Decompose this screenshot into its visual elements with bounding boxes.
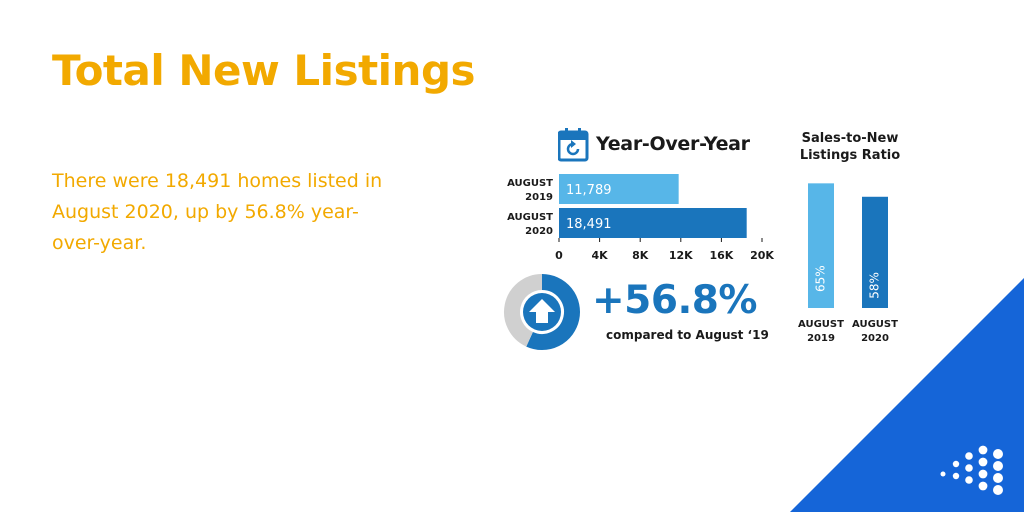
yoy-bar	[559, 208, 747, 238]
change-donut	[504, 274, 580, 350]
logo-dot	[978, 445, 988, 455]
ratio-title-line1: Sales-to-New	[801, 131, 899, 146]
logo-dot	[993, 461, 1003, 471]
page-title: Total New Listings	[52, 46, 476, 95]
yoy-tick-label: 0	[555, 249, 563, 262]
logo-dot	[952, 472, 960, 480]
logo-dot	[965, 464, 973, 472]
ratio-title-line2: Listings Ratio	[799, 148, 901, 163]
yoy-tick-label: 20K	[750, 249, 774, 262]
logo-dot	[940, 471, 946, 477]
logo-dot	[978, 457, 988, 467]
yoy-title: Year-Over-Year	[596, 133, 750, 155]
ratio-category-label: 2020	[861, 333, 889, 344]
logo-dot	[965, 452, 973, 460]
ratio-bar-value: 65%	[814, 265, 828, 292]
logo-dot	[993, 485, 1003, 495]
yoy-tick-label: 12K	[669, 249, 693, 262]
ratio-category-label: AUGUST	[798, 319, 844, 330]
yoy-bar-chart: 11,789 AUGUST 2019 18,491 AUGUST 2020 0 4K 8K 12K…	[507, 174, 774, 262]
dot-grid-logo-icon	[940, 445, 1003, 495]
yoy-bar-value: 18,491	[566, 217, 612, 232]
logo-dot	[952, 460, 960, 468]
ratio-title: Sales-to-New Listings Ratio	[794, 130, 906, 164]
yoy-category-label: AUGUST	[507, 178, 553, 189]
yoy-category-label: AUGUST	[507, 212, 553, 223]
ratio-bar	[808, 183, 834, 308]
yoy-tick-label: 4K	[592, 249, 609, 262]
logo-dot	[978, 481, 988, 491]
yoy-tick-label: 16K	[709, 249, 733, 262]
calendar-refresh-icon	[558, 128, 589, 162]
donut-segment	[504, 274, 543, 347]
logo-dot	[978, 469, 988, 479]
description-text: There were 18,491 homes listed in August…	[52, 170, 383, 254]
ratio-bar-value: 58%	[868, 272, 882, 299]
logo-dot	[993, 449, 1003, 459]
ratio-bar-chart: 65% AUGUST 2019 58% AUGUST 2020	[798, 183, 898, 344]
yoy-tick-label: 8K	[632, 249, 649, 262]
yoy-category-label: 2019	[525, 192, 553, 203]
yoy-bar-value: 11,789	[566, 183, 612, 198]
arrow-up-icon	[523, 293, 561, 331]
ratio-category-label: 2019	[807, 333, 835, 344]
yoy-category-label: 2020	[525, 226, 553, 237]
yoy-bar	[559, 174, 679, 204]
change-caption: compared to August ‘19	[606, 328, 769, 342]
ratio-category-label: AUGUST	[852, 319, 898, 330]
ratio-bar	[862, 196, 888, 308]
donut-segment	[526, 274, 580, 350]
logo-dot	[965, 476, 973, 484]
change-percent: +56.8%	[592, 278, 757, 323]
logo-dot	[993, 473, 1003, 483]
